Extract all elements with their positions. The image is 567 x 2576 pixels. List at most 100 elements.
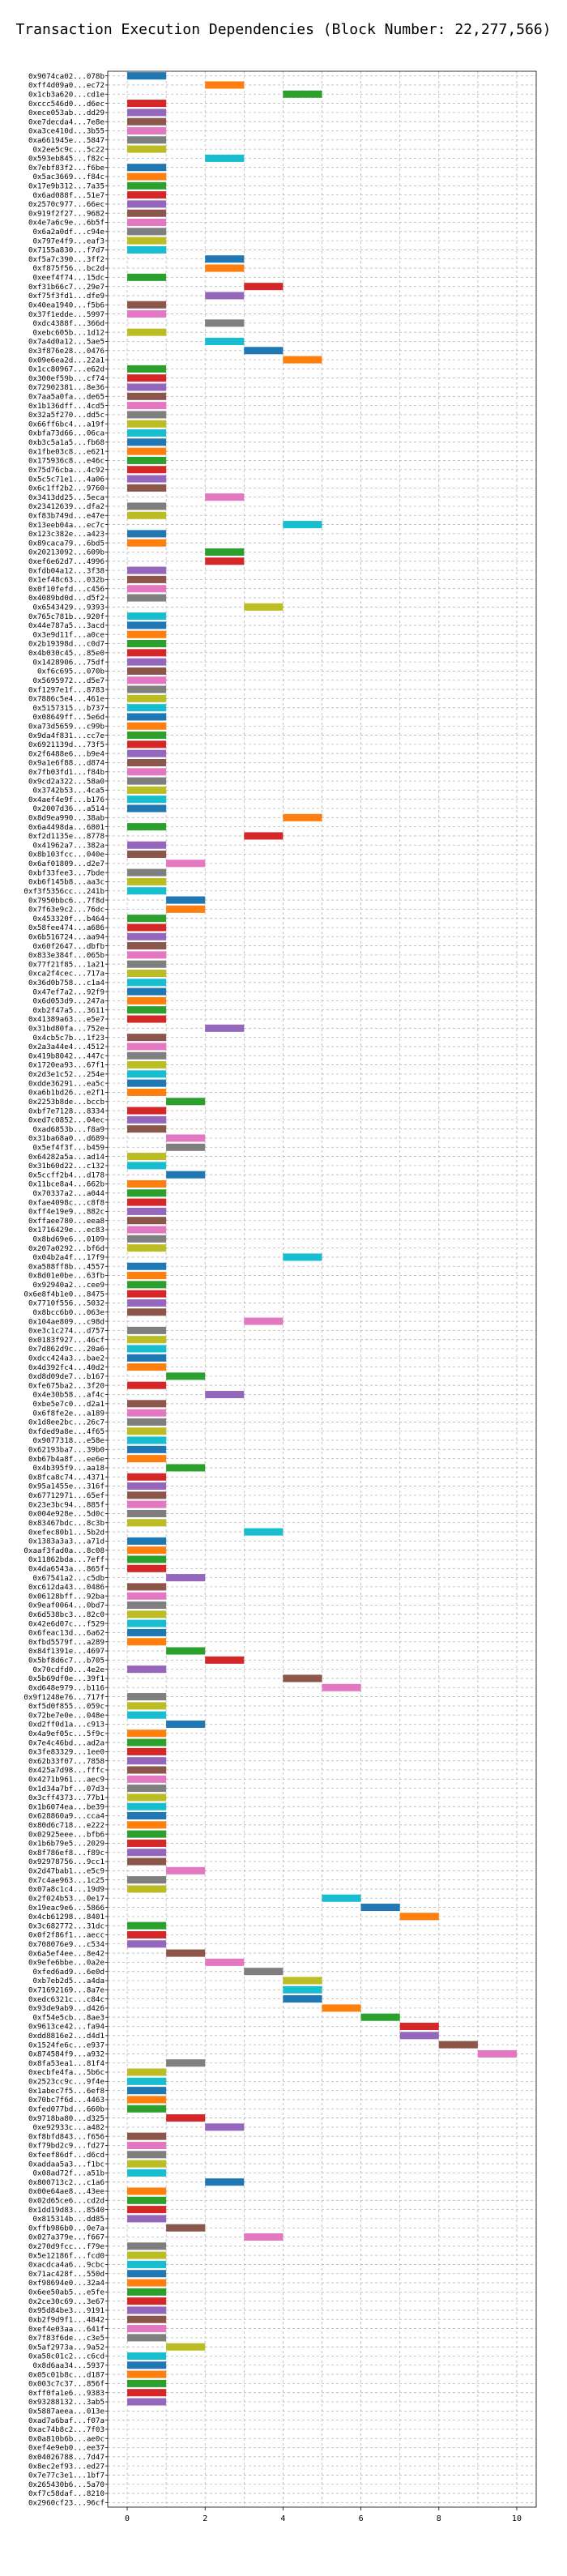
y-tick-label: 0xad6853b...f8a9	[32, 1125, 104, 1134]
bar	[205, 154, 245, 162]
y-tick-label: 0xf83b749d...e47e	[28, 511, 104, 520]
bar	[127, 1693, 167, 1701]
y-tick-label: 0x300ef59b...cf74	[28, 374, 105, 383]
bar	[127, 795, 167, 804]
y-tick-label: 0x2f024b53...0e17	[28, 1894, 104, 1903]
y-tick-label: 0x37f1edde...5997	[28, 310, 104, 319]
bar	[127, 713, 167, 721]
y-tick-label: 0x6ee50ab5...e5fe	[28, 2288, 104, 2297]
bar	[127, 594, 167, 602]
y-tick-label: 0x7e77c3e1...1bf7	[28, 2472, 104, 2480]
y-tick-label: 0xd648e979...b116	[28, 1683, 104, 1692]
bar	[127, 979, 167, 987]
y-tick-label: 0xf1297e1f...8783	[28, 685, 104, 694]
y-tick-label: 0x4e7a6c9e...6b5f	[28, 219, 104, 228]
y-tick-label: 0xffaee780...eea8	[28, 1217, 104, 1226]
bar	[127, 365, 167, 373]
bar	[127, 621, 167, 629]
bar	[127, 2251, 167, 2259]
bar	[166, 1647, 206, 1655]
y-tick-label: 0x419b8042...447c	[28, 1051, 104, 1060]
y-tick-label: 0xfe675ba2...3f20	[28, 1381, 104, 1390]
y-tick-label: 0xfed077bd...660b	[28, 2105, 104, 2113]
bar	[127, 1079, 167, 1087]
y-tick-label: 0xf875f56...bc2d	[32, 264, 104, 273]
bar	[166, 2224, 206, 2232]
y-tick-label: 0xbf7e7128...8334	[28, 1107, 105, 1115]
y-tick-label: 0x70cdfd0...4e2e	[32, 1665, 104, 1674]
bar	[127, 1601, 167, 1610]
bar	[127, 969, 167, 978]
y-tick-label: 0x2ee5c9c...5c22	[32, 145, 104, 154]
y-tick-label: 0xef4e9eb0...ee37	[28, 2444, 104, 2453]
y-tick-label: 0x2570c977...66ec	[28, 200, 104, 209]
y-tick-label: 0x7a4d0a12...5ae5	[28, 338, 104, 347]
y-tick-label: 0x3e9d11f...a0ce	[32, 630, 104, 639]
y-tick-label: 0xb2f9d9f1...4842	[28, 2315, 104, 2324]
bar	[127, 484, 167, 492]
bar	[127, 1757, 167, 1765]
bar	[127, 1821, 167, 1829]
y-tick-label: 0x6af01809...d2e7	[28, 859, 104, 868]
bar	[205, 1024, 245, 1032]
bar	[127, 2306, 167, 2314]
bar	[283, 1977, 322, 1985]
y-tick-label: 0x175936c8...e46c	[28, 457, 104, 466]
bar	[127, 1400, 167, 1408]
y-tick-label: 0xca2f4cec...717a	[28, 970, 104, 979]
y-tick-label: 0x3742b53...4ca5	[32, 787, 104, 795]
bar	[127, 2196, 167, 2204]
y-tick-label: 0x004e928e...5d0c	[28, 1510, 104, 1519]
y-tick-label: 0x67541a2...c5db	[32, 1574, 104, 1583]
y-tick-label: 0x8ec2ef93...ed27	[28, 2462, 104, 2471]
bar	[127, 2352, 167, 2360]
bar	[477, 2049, 517, 2058]
y-tick-label: 0x027a379e...f667	[28, 2233, 104, 2242]
bar	[127, 2141, 167, 2149]
bar	[127, 1409, 167, 1417]
y-tick-label: 0xece053ab...dd29	[28, 109, 104, 117]
y-tick-label: 0x95d84be3...9191	[28, 2306, 104, 2315]
y-tick-label: 0xa661945e...5847	[28, 136, 104, 145]
y-tick-label: 0x62b33f07...7858	[28, 1757, 104, 1766]
bar	[399, 2032, 439, 2040]
y-tick-label: 0x003c7c37...856f	[28, 2380, 104, 2389]
y-tick-label: 0x2a3a44e4...4512	[28, 1043, 104, 1051]
bar	[205, 292, 245, 300]
y-tick-label: 0x9cd2a322...58a0	[28, 777, 104, 786]
y-tick-label: 0x7e4c46bd...ad2a	[28, 1738, 104, 1747]
bar	[127, 960, 167, 968]
bar	[127, 676, 167, 685]
bar	[127, 685, 167, 693]
bar	[127, 1940, 167, 1948]
y-tick-label: 0x9efe6bbe...0a2e	[28, 1959, 104, 1968]
bar	[127, 1738, 167, 1746]
bar	[322, 1683, 361, 1691]
bar	[244, 283, 284, 291]
bar	[127, 456, 167, 464]
y-tick-label: 0x70bc7f6d...4463	[28, 2096, 104, 2105]
y-tick-label: 0x04b2a4f...17f9	[32, 1253, 104, 1262]
bar	[127, 1272, 167, 1280]
bar	[127, 392, 167, 400]
y-tick-label: 0xa6b1bd26...e2f1	[28, 1089, 104, 1098]
bar	[127, 1665, 167, 1674]
bar	[127, 126, 167, 135]
y-tick-label: 0xfbd5579f...a289	[28, 1638, 104, 1647]
y-tick-label: 0xb6f145b8...aa3c	[28, 878, 104, 887]
bar	[127, 2068, 167, 2076]
bar	[127, 109, 167, 117]
y-tick-label: 0x70337a2...a044	[32, 1189, 104, 1198]
y-tick-label: 0xf31b66c7...29e7	[28, 283, 104, 292]
bar	[127, 1061, 167, 1069]
y-tick-label: 0x1cb3a620...cd1e	[28, 90, 104, 99]
bar	[127, 2206, 167, 2214]
bar	[127, 1546, 167, 1555]
y-tick-label: 0x5b69df0e...39f1	[28, 1674, 104, 1683]
bar	[127, 2334, 167, 2342]
bar	[127, 1051, 167, 1060]
y-tick-label: 0x93de9ab9...d426	[28, 2004, 104, 2013]
y-tick-label: 0xf7c58daf...8210	[28, 2489, 104, 2498]
bar	[127, 1592, 167, 1600]
y-tick-label: 0x6e8f4b1e0...8475	[23, 1290, 104, 1299]
